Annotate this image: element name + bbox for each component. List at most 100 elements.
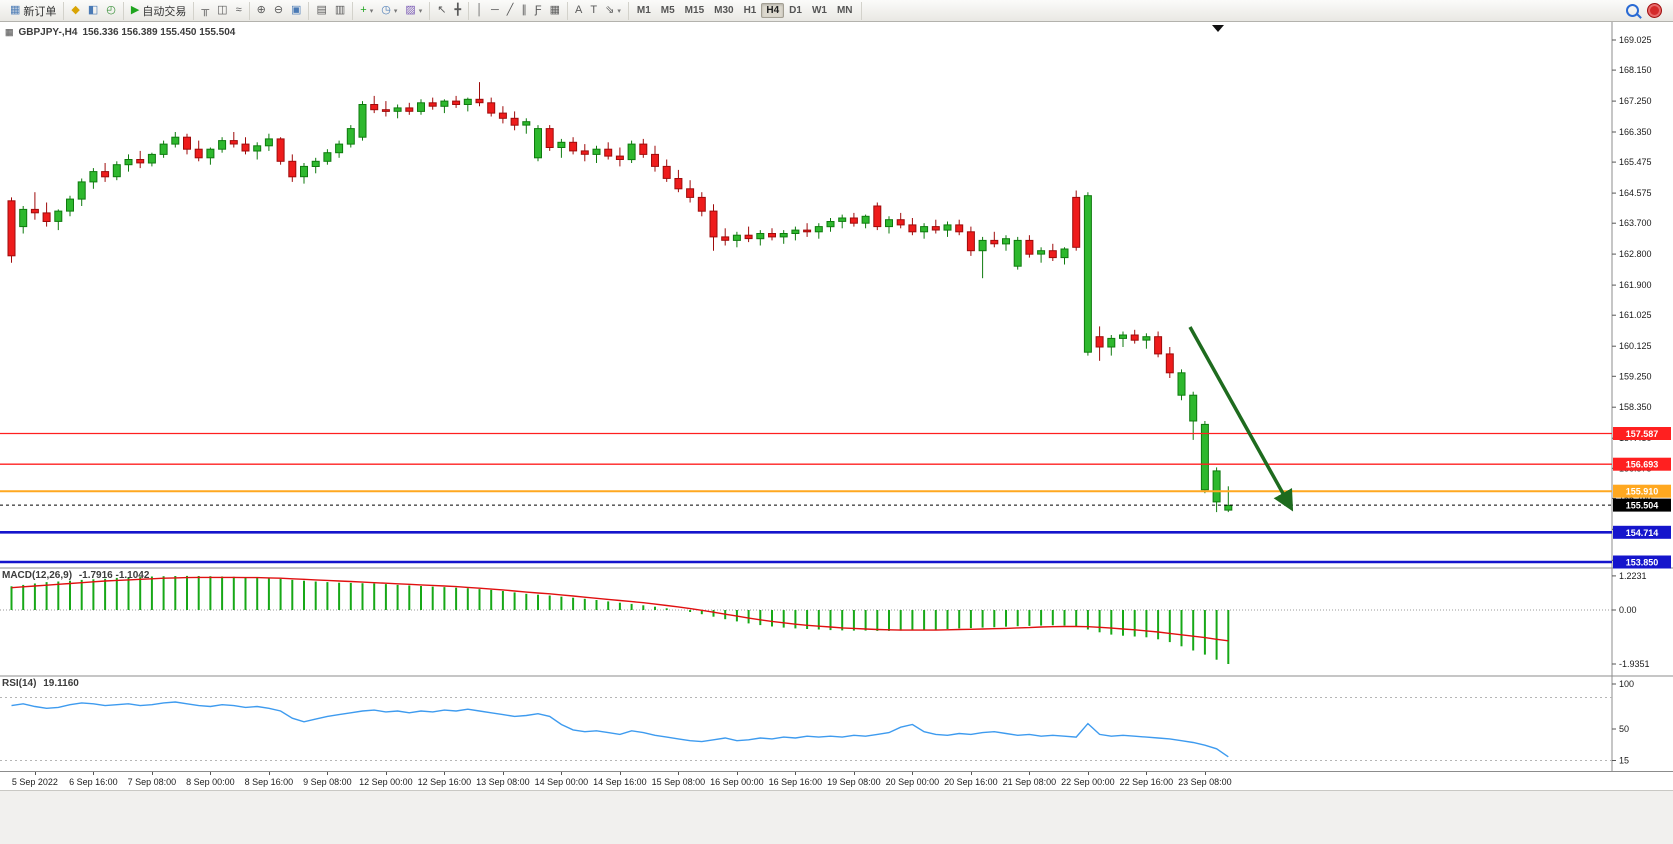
candle <box>136 159 145 164</box>
favorites-icon[interactable]: ◆ <box>67 3 83 18</box>
text-label-icon[interactable]: T <box>586 3 601 18</box>
timeframe-d1-label: D1 <box>789 5 802 16</box>
auto-scroll-icon[interactable]: ▥ <box>331 3 349 18</box>
chart-canvas[interactable]: 169.025 168.150 167.250 166.350 165.475 164.5… <box>0 22 1673 772</box>
price-line-label[interactable] <box>1613 555 1671 569</box>
arrows-icon[interactable]: ⇘ ▾ <box>601 3 625 18</box>
line-chart-icon-icon: ≈ <box>235 4 242 16</box>
candle <box>1107 337 1116 348</box>
candle <box>1025 239 1034 255</box>
candle <box>1013 239 1022 267</box>
time-axis[interactable]: 5 Sep 2022 6 Sep 16:00 7 Sep 08:00 8 Sep 00… <box>0 772 1673 790</box>
zoom-in-icon[interactable]: ⊕ <box>253 3 270 18</box>
shapes-icon[interactable]: ▦ <box>546 3 564 18</box>
macd-header: MACD(12,26,9) -1.7916 -1.1042 <box>2 570 149 581</box>
timeframe-m30-label: M30 <box>714 5 734 16</box>
cursor-icon[interactable]: ↖ <box>433 3 450 18</box>
rsi-label: RSI(14) <box>2 678 37 689</box>
text-icon[interactable]: A <box>571 3 586 18</box>
candle <box>475 98 484 104</box>
timeframe-m30[interactable]: M30 <box>709 3 738 18</box>
candle <box>276 138 285 162</box>
candle <box>580 150 589 155</box>
text-label-icon-icon: T <box>590 4 598 16</box>
timeframe-w1[interactable]: W1 <box>807 3 832 18</box>
toolbar-group: ╥ ◫ ≈ <box>194 1 250 20</box>
tile-windows-icon[interactable]: ▣ <box>287 3 305 18</box>
market-watch-icon[interactable]: ◧ <box>84 3 102 18</box>
price-tick-label: 158.350 <box>1619 402 1652 412</box>
price-tick-label: 161.900 <box>1619 280 1652 290</box>
vertical-line-icon-icon: │ <box>476 4 483 16</box>
time-tick <box>444 772 446 775</box>
trend-arrow-annotation[interactable] <box>1188 326 1294 512</box>
candle <box>253 145 262 152</box>
time-label: 16 Sep 16:00 <box>768 777 823 787</box>
candle <box>405 107 414 112</box>
timeframe-h4[interactable]: H4 <box>761 3 785 18</box>
fibonacci-icon-icon: Ƒ <box>534 4 542 16</box>
trendline-icon[interactable]: ╱ <box>503 3 518 18</box>
candle <box>1119 334 1127 339</box>
toolbar-group: ▦ 新订单 <box>3 1 65 21</box>
time-label: 13 Sep 08:00 <box>476 777 530 787</box>
arrange-windows-icon[interactable]: ▤ <box>312 3 330 18</box>
timeframe-m1[interactable]: M1 <box>632 3 656 18</box>
candle <box>159 143 168 155</box>
candle <box>19 208 28 228</box>
candle <box>931 226 940 231</box>
time-tick <box>385 772 387 775</box>
notification-icon[interactable] <box>1647 3 1662 18</box>
channel-icon[interactable]: ∥ <box>517 3 531 18</box>
price-line-label-text: 154.714 <box>1626 528 1659 538</box>
refresh-icon[interactable]: ◴ <box>102 3 120 18</box>
search-icon[interactable] <box>1626 4 1642 19</box>
candle <box>1200 423 1209 491</box>
bars-chart-icon[interactable]: ╥ <box>197 3 213 18</box>
candle <box>908 224 917 233</box>
candle <box>463 98 472 106</box>
price-line-label[interactable] <box>1613 498 1671 512</box>
toolbar-group: │ ─ ╱ ∥ Ƒ ▦ <box>469 1 569 20</box>
templates-button[interactable]: ▨ ▾ <box>401 3 426 18</box>
candle <box>206 148 215 159</box>
candle <box>849 217 858 224</box>
timeframe-m15[interactable]: M15 <box>680 3 709 18</box>
candle <box>873 205 882 228</box>
new-order-button[interactable]: ▦ 新订单 <box>6 1 60 21</box>
zoom-out-icon[interactable]: ⊖ <box>270 3 287 18</box>
fibonacci-icon[interactable]: Ƒ <box>531 3 546 18</box>
price-line-label[interactable] <box>1613 484 1671 498</box>
price-tick-label: 161.025 <box>1619 310 1652 320</box>
chart-shift-marker-icon[interactable] <box>1212 25 1224 32</box>
vertical-line-icon[interactable]: │ <box>472 3 487 18</box>
text-icon-icon: A <box>575 4 583 16</box>
price-line-label-text: 156.693 <box>1626 460 1659 470</box>
new-chart-button[interactable]: + ▾ <box>356 3 377 18</box>
candle <box>697 196 706 212</box>
price-line-label[interactable] <box>1613 457 1671 471</box>
time-tick <box>1146 772 1148 775</box>
candle <box>194 148 203 159</box>
candle <box>124 159 133 166</box>
price-line-label[interactable] <box>1613 427 1671 440</box>
channel-icon-icon: ∥ <box>521 4 527 16</box>
price-line-label[interactable] <box>1613 525 1671 539</box>
periods-button[interactable]: ◷ ▾ <box>377 3 401 18</box>
time-tick <box>912 772 914 775</box>
timeframe-m5[interactable]: M5 <box>656 3 680 18</box>
candle <box>522 121 531 126</box>
horizontal-line-icon[interactable]: ─ <box>487 3 503 18</box>
crosshair-icon[interactable]: ╋ <box>450 3 465 18</box>
time-tick <box>1087 772 1089 775</box>
line-chart-icon[interactable]: ≈ <box>232 3 246 18</box>
search-icon-handle <box>1636 13 1642 19</box>
timeframe-h1[interactable]: H1 <box>739 3 762 18</box>
trendline-icon-icon: ╱ <box>506 4 514 16</box>
candlestick-chart-icon[interactable]: ◫ <box>213 3 231 18</box>
rsi-header: RSI(14) 19.1160 <box>2 678 79 689</box>
autotrade-button[interactable]: ▶ 自动交易 <box>127 1 190 21</box>
timeframe-d1[interactable]: D1 <box>784 3 807 18</box>
timeframe-mn[interactable]: MN <box>832 3 858 18</box>
